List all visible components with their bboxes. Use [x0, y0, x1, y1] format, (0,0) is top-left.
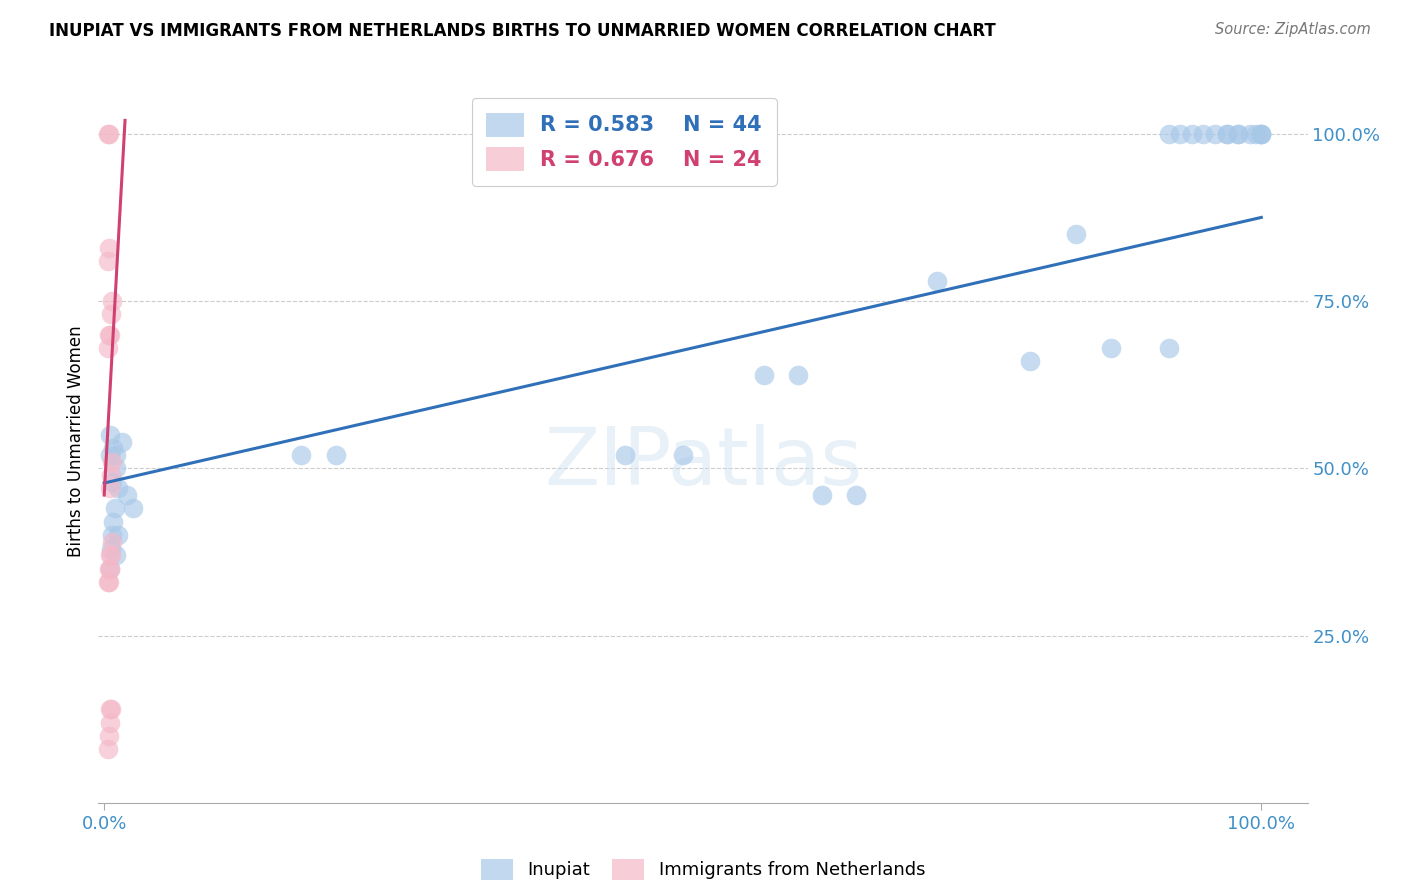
- Point: [100, 307, 122, 322]
- Text: ZIPatlas: ZIPatlas: [544, 425, 862, 502]
- Point: [672, 448, 695, 462]
- Point: [1250, 127, 1272, 141]
- Point: [122, 501, 145, 516]
- Point: [1099, 341, 1122, 355]
- Point: [98, 427, 121, 442]
- Point: [1239, 127, 1261, 141]
- Point: [1181, 127, 1204, 141]
- Point: [1018, 354, 1040, 368]
- Point: [1227, 127, 1250, 141]
- Point: [97, 327, 120, 342]
- Point: [98, 715, 121, 730]
- Point: [97, 127, 120, 141]
- Point: [97, 729, 120, 743]
- Point: [1244, 127, 1267, 141]
- Point: [97, 562, 120, 576]
- Point: [1250, 127, 1272, 141]
- Point: [103, 442, 125, 455]
- Point: [97, 241, 120, 255]
- Point: [98, 702, 121, 716]
- Point: [1215, 127, 1237, 141]
- Point: [787, 368, 810, 382]
- Point: [752, 368, 775, 382]
- Point: [97, 575, 120, 590]
- Point: [97, 254, 120, 268]
- Point: [1192, 127, 1215, 141]
- Point: [101, 475, 124, 489]
- Point: [107, 528, 129, 542]
- Point: [98, 548, 121, 563]
- Point: [1157, 127, 1180, 141]
- Point: [104, 448, 127, 462]
- Point: [927, 274, 949, 288]
- Point: [100, 548, 122, 563]
- Point: [103, 515, 125, 529]
- Point: [1250, 127, 1272, 141]
- Text: Source: ZipAtlas.com: Source: ZipAtlas.com: [1215, 22, 1371, 37]
- Point: [101, 528, 124, 542]
- Point: [1157, 341, 1180, 355]
- Point: [110, 434, 132, 449]
- Text: INUPIAT VS IMMIGRANTS FROM NETHERLANDS BIRTHS TO UNMARRIED WOMEN CORRELATION CHA: INUPIAT VS IMMIGRANTS FROM NETHERLANDS B…: [49, 22, 995, 40]
- Point: [1168, 127, 1191, 141]
- Point: [845, 488, 868, 502]
- Point: [104, 501, 127, 516]
- Point: [613, 448, 636, 462]
- Point: [101, 294, 124, 309]
- Point: [1064, 227, 1087, 242]
- Point: [97, 742, 120, 756]
- Point: [101, 534, 124, 549]
- Point: [97, 127, 120, 141]
- Point: [100, 541, 122, 556]
- Point: [100, 702, 122, 716]
- Point: [290, 448, 312, 462]
- Point: [98, 448, 121, 462]
- Point: [104, 461, 127, 475]
- Point: [104, 548, 127, 563]
- Point: [98, 562, 121, 576]
- Point: [101, 455, 124, 469]
- Point: [1204, 127, 1226, 141]
- Point: [810, 488, 832, 502]
- Point: [1215, 127, 1237, 141]
- Point: [98, 327, 121, 342]
- Point: [325, 448, 347, 462]
- Point: [107, 482, 129, 496]
- Point: [98, 482, 121, 496]
- Point: [117, 488, 139, 502]
- Y-axis label: Births to Unmarried Women: Births to Unmarried Women: [66, 326, 84, 558]
- Point: [100, 467, 122, 482]
- Point: [97, 575, 120, 590]
- Point: [98, 562, 121, 576]
- Point: [97, 341, 120, 355]
- Legend: Inupiat, Immigrants from Netherlands: Inupiat, Immigrants from Netherlands: [474, 852, 932, 887]
- Point: [1227, 127, 1250, 141]
